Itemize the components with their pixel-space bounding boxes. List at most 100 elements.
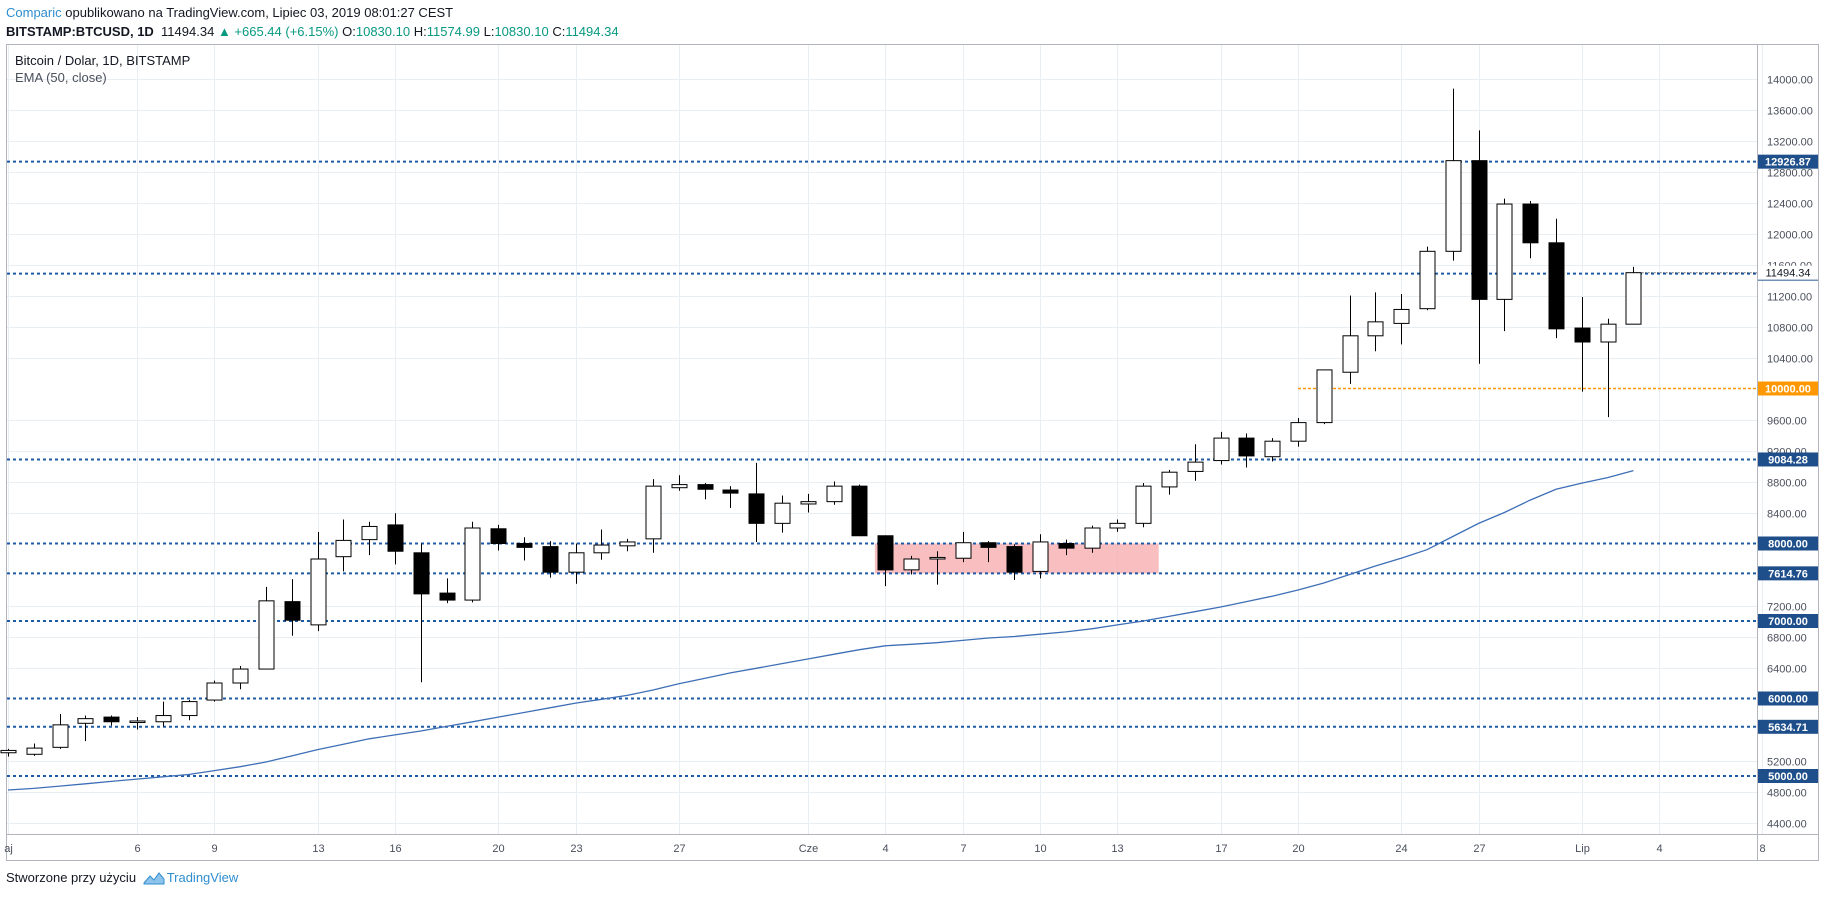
candle: [310, 531, 327, 632]
candle-body: [232, 668, 249, 684]
candle: [1471, 130, 1488, 364]
tradingview-logo-icon: [143, 872, 165, 885]
legend-title: Bitcoin / Dolar, 1D, BITSTAMP: [15, 53, 190, 68]
candle: [155, 701, 172, 727]
candle: [1213, 431, 1230, 465]
candle-body: [1058, 543, 1075, 549]
level-label: 5634.71: [1768, 722, 1808, 734]
candle-body: [52, 724, 69, 748]
candle-body: [1367, 321, 1384, 337]
candle: [1522, 200, 1539, 259]
candle: [1574, 297, 1591, 392]
level-label-box: [1758, 691, 1818, 706]
time-axis[interactable]: aj 6 9 13 16 20 23 27 Cze 4 7 10 13 17 20 24 27 Lip 4 8: [4, 843, 1765, 855]
candle-body: [516, 543, 533, 548]
legend-indicator: EMA (50, close): [15, 70, 107, 85]
candle: [1548, 218, 1565, 339]
candle-body: [1161, 471, 1178, 488]
candle-body: [1238, 437, 1255, 457]
candle: [697, 483, 714, 500]
candle: [490, 524, 507, 551]
low-value: 10830.10: [494, 24, 549, 39]
candle: [1264, 438, 1281, 462]
candle: [774, 495, 791, 533]
candle: [619, 538, 636, 552]
candle: [645, 479, 662, 553]
candle-body: [1419, 250, 1436, 310]
candle: [851, 484, 868, 537]
tradingview-link[interactable]: TradingView: [166, 870, 239, 885]
candle: [129, 717, 146, 730]
candle: [258, 586, 275, 670]
time-tick-label: 9: [211, 843, 217, 855]
candle: [1393, 293, 1410, 345]
level-label: 12926.87: [1765, 157, 1811, 169]
level-label-box: [1758, 614, 1818, 628]
candle-body: [129, 720, 146, 724]
candle-body: [671, 484, 688, 489]
candle-body: [903, 558, 920, 571]
time-tick-label: 27: [1473, 843, 1485, 855]
candle-body: [1600, 323, 1617, 343]
candle-body: [206, 682, 223, 701]
candle-body: [1290, 422, 1307, 442]
candle: [413, 543, 430, 683]
candle: [181, 700, 198, 721]
candle: [955, 531, 972, 563]
price-tick-label: 9600.00: [1767, 416, 1807, 428]
open-label: O:: [342, 24, 356, 39]
ema-50-line: [7, 469, 1634, 791]
candle: [26, 743, 43, 756]
price-tick-label: 6800.00: [1767, 633, 1807, 645]
candle-body: [568, 552, 585, 573]
candle: [0, 748, 17, 757]
horizontal-levels: [7, 160, 1757, 777]
ohlc-line: BITSTAMP:BTCUSD, 1D 11494.34 ▲ +665.44 (…: [6, 22, 619, 41]
time-tick-label: 23: [570, 843, 582, 855]
time-tick-label: 24: [1395, 843, 1407, 855]
last-price-label: 11494.34: [1765, 268, 1810, 280]
candle-body: [310, 558, 327, 626]
candle: [1187, 444, 1204, 481]
close-label: C:: [552, 24, 566, 39]
candle-body: [387, 524, 404, 552]
level-label-box: [1758, 452, 1818, 467]
time-tick-label: aj: [4, 843, 13, 855]
candle-body: [1342, 335, 1359, 373]
close-value: 11494.34: [565, 24, 619, 39]
price-tick-label: 14000.00: [1767, 75, 1813, 87]
level-label-box: [1758, 536, 1818, 551]
candle: [284, 579, 301, 636]
candle: [1058, 539, 1075, 556]
candles: [0, 88, 1642, 757]
candle-body: [697, 484, 714, 490]
candle: [1419, 246, 1436, 311]
price-tick-label: 4400.00: [1767, 819, 1807, 831]
candle-body: [1109, 522, 1126, 529]
price-tick-label: 7200.00: [1767, 602, 1807, 614]
candle: [1496, 198, 1513, 332]
author-link[interactable]: Comparic: [6, 5, 62, 20]
candle: [671, 475, 688, 491]
time-tick-label: 20: [492, 843, 504, 855]
candle-body: [1496, 203, 1513, 300]
candle: [361, 521, 378, 556]
candle: [1084, 525, 1101, 553]
time-tick-label: 16: [389, 843, 401, 855]
candle-body: [929, 556, 946, 560]
candle-body: [955, 542, 972, 559]
candle: [1367, 292, 1384, 352]
candle: [77, 715, 94, 742]
level-label: 5000.00: [1768, 771, 1808, 783]
candle: [103, 715, 120, 726]
price-tick-label: 13200.00: [1767, 137, 1813, 149]
candle-body: [1032, 541, 1049, 572]
candle: [1316, 369, 1333, 425]
candle: [1109, 519, 1126, 532]
candle-body: [155, 715, 172, 723]
price-tick-label: 10400.00: [1767, 354, 1813, 366]
candle-body: [593, 544, 610, 554]
candle: [1342, 295, 1359, 384]
candle: [568, 543, 585, 584]
